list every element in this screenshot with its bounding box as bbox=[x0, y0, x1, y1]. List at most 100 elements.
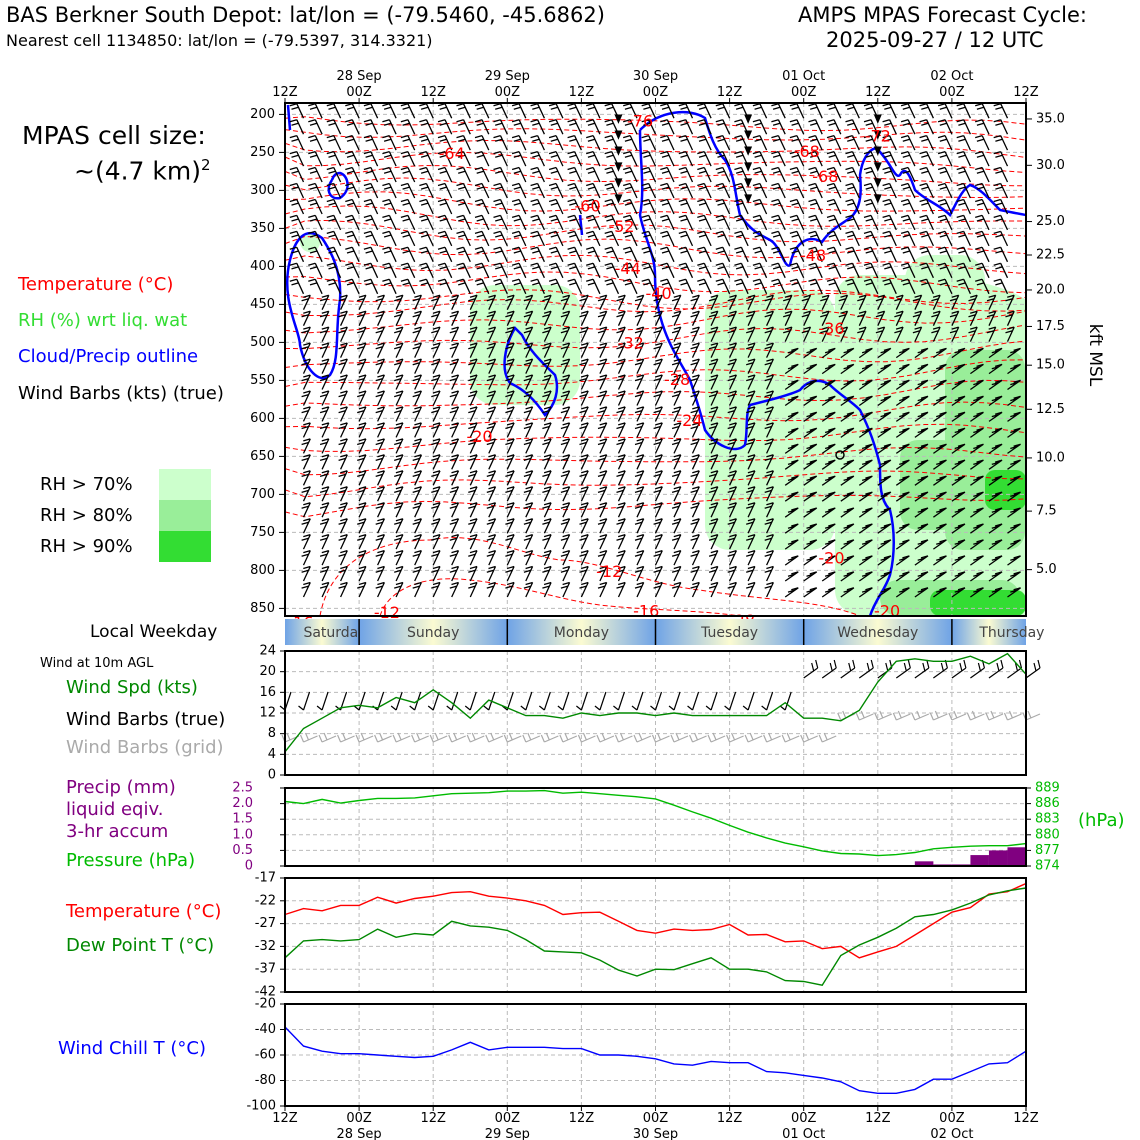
wind-barb bbox=[511, 278, 527, 295]
wind-barb bbox=[375, 358, 385, 374]
wind-barb bbox=[449, 533, 460, 550]
wind-barb bbox=[678, 150, 694, 167]
wind-barb bbox=[616, 549, 626, 566]
wind-barb bbox=[826, 198, 842, 215]
wind-barb bbox=[808, 150, 823, 167]
wind-barbs bbox=[289, 103, 1021, 598]
wind-barb bbox=[319, 470, 330, 486]
wind-barb bbox=[486, 326, 497, 342]
wind-barb-grid bbox=[374, 732, 392, 743]
wind-barb bbox=[289, 246, 305, 263]
wind-barb bbox=[493, 103, 508, 119]
wind-barb bbox=[357, 438, 367, 454]
wind-barb bbox=[616, 454, 626, 470]
wind-barb bbox=[933, 411, 947, 422]
cloud-outline bbox=[327, 171, 349, 200]
wind-barb-true bbox=[650, 691, 663, 711]
wind-tick-label: 24 bbox=[259, 644, 276, 659]
wind-barb bbox=[486, 310, 497, 326]
wind-barb bbox=[919, 182, 934, 199]
temperature-contour-label: -60 bbox=[575, 197, 601, 216]
wind-barb bbox=[789, 278, 805, 295]
wind-barb bbox=[338, 438, 348, 454]
top-time-tick-label: 00Z bbox=[791, 85, 817, 100]
wind-barb bbox=[933, 539, 947, 550]
wind-barb bbox=[895, 555, 910, 566]
wind-barb bbox=[863, 214, 879, 231]
wind-barb bbox=[821, 539, 836, 550]
wind-barb bbox=[363, 198, 379, 215]
pressure-tick-label: 886 bbox=[1035, 796, 1060, 811]
top-time-tick-label: 12Z bbox=[569, 85, 595, 100]
wind-barb bbox=[764, 406, 774, 422]
wind-barb bbox=[623, 278, 638, 295]
wind-tick-label: 4 bbox=[268, 747, 276, 762]
station-title: BAS Berkner South Depot: lat/lon = (-79.… bbox=[6, 3, 605, 27]
wind-barb bbox=[400, 278, 416, 295]
wind-barb bbox=[821, 571, 836, 582]
wind-barb bbox=[895, 427, 910, 438]
wind-barb bbox=[437, 166, 453, 183]
wind-barb bbox=[586, 182, 601, 199]
wind-barb bbox=[653, 438, 663, 454]
wind-barb bbox=[560, 438, 571, 454]
wind-barb bbox=[301, 422, 311, 438]
wind-barb bbox=[542, 454, 552, 470]
wind-barb bbox=[326, 119, 342, 135]
wind-barb bbox=[493, 278, 508, 295]
wind-barb bbox=[951, 363, 966, 375]
wind-barb bbox=[597, 326, 608, 342]
wind-barb bbox=[863, 246, 879, 263]
wind-barb bbox=[357, 549, 367, 566]
legend-wind-barbs-grid: Wind Barbs (grid) bbox=[66, 737, 224, 758]
precip-bar bbox=[970, 855, 989, 866]
wind-barb bbox=[308, 166, 323, 183]
wind-barb bbox=[548, 182, 564, 199]
legend-precip: Precip (mm) bbox=[66, 777, 176, 798]
wind-barb bbox=[338, 502, 348, 518]
wind-barb bbox=[877, 395, 892, 407]
wind-barb bbox=[826, 182, 842, 199]
wind-barb bbox=[863, 230, 879, 247]
wind-barb bbox=[895, 363, 910, 375]
wind-barb bbox=[456, 150, 471, 167]
wind-barb bbox=[641, 103, 657, 119]
bottom-date-label: 01 Oct bbox=[782, 1127, 825, 1140]
wind-barb bbox=[708, 502, 719, 518]
wind-barb bbox=[326, 246, 342, 263]
wind-barb-grid bbox=[503, 732, 522, 743]
wind-barb bbox=[289, 134, 305, 151]
wind-barb bbox=[345, 214, 360, 231]
temp-tick-label: -17 bbox=[255, 871, 276, 886]
wind-barb bbox=[345, 182, 360, 199]
wind-barb bbox=[933, 507, 947, 518]
wind-barb bbox=[1007, 427, 1021, 438]
wind-barb bbox=[468, 549, 478, 566]
wind-barb bbox=[895, 379, 910, 391]
wind-barb bbox=[511, 166, 527, 183]
pressure-tick-label: 200 bbox=[250, 107, 275, 122]
wind-barb bbox=[505, 581, 515, 598]
wind-barb-true bbox=[390, 691, 403, 711]
wind-barb bbox=[586, 278, 601, 295]
wind-barb bbox=[764, 470, 774, 486]
wind-barb bbox=[803, 411, 818, 422]
wind-barb bbox=[882, 230, 897, 247]
wind-barb bbox=[412, 533, 422, 550]
wind-barb bbox=[560, 470, 571, 486]
temperature-contour-label: -28 bbox=[664, 370, 690, 389]
wind-barb bbox=[821, 411, 836, 422]
wind-barb bbox=[845, 214, 860, 231]
wind-barb bbox=[789, 119, 805, 135]
forecast-cycle-time: 2025-09-27 / 12 UTC bbox=[826, 28, 1044, 52]
wind-barb-flag bbox=[873, 114, 882, 124]
wind-barb bbox=[357, 406, 367, 422]
temperature-contour-label: -32 bbox=[618, 333, 644, 352]
wind-barb bbox=[808, 198, 823, 215]
wind-barb bbox=[616, 502, 626, 518]
wind-barb bbox=[951, 411, 966, 422]
wind-barb bbox=[634, 326, 645, 342]
wind-barb bbox=[882, 214, 897, 231]
legend-precip-accum: 3-hr accum bbox=[66, 821, 169, 842]
wind-barb bbox=[382, 119, 397, 135]
